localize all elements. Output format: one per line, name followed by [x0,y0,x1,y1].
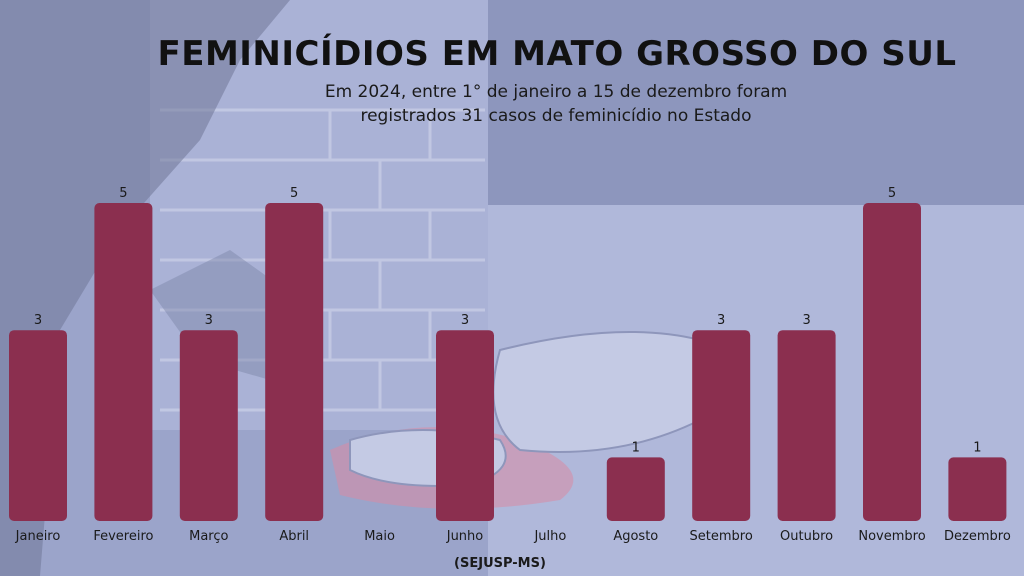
page-title: FEMINICÍDIOS EM MATO GROSSO DO SUL [157,34,957,74]
data-label-junho: 3 [461,313,469,328]
x-tick-label-dezembro: Dezembro [944,529,1011,544]
subtitle: Em 2024, entre 1° de janeiro a 15 de dez… [300,80,812,128]
data-label-novembro: 5 [888,186,896,201]
subtitle-line-1: Em 2024, entre 1° de janeiro a 15 de dez… [324,82,788,102]
source-label: (SEJUSP-MS) [454,556,546,571]
x-tick-label-maio: Maio [364,529,395,544]
data-label-janeiro: 3 [34,313,42,328]
bar-outubro [777,330,836,521]
bar-abril [265,203,324,521]
x-tick-label-janeiro: Janeiro [15,529,61,544]
bar-fevereiro [94,203,153,521]
bar-março [179,330,238,521]
data-label-abril: 5 [290,186,298,201]
x-tick-label-agosto: Agosto [613,529,658,544]
data-label-setembro: 3 [717,313,725,328]
bar-setembro [692,330,751,521]
x-tick-label-setembro: Setembro [690,529,753,544]
x-tick-label-novembro: Novembro [858,529,925,544]
x-tick-label-março: Março [189,529,228,544]
data-label-março: 3 [205,313,213,328]
x-tick-label-julho: Julho [533,529,566,544]
x-tick-label-junho: Junho [446,529,484,544]
bar-novembro [863,203,921,521]
x-tick-label-fevereiro: Fevereiro [93,529,153,544]
data-label-dezembro: 1 [973,440,981,455]
data-label-agosto: 1 [632,440,640,455]
x-tick-label-outubro: Outubro [780,529,833,544]
bar-agosto [606,457,665,521]
subtitle-line-2: registrados 31 casos de feminicídio no E… [360,106,752,126]
bar-dezembro [948,457,1007,521]
data-label-outubro: 3 [802,313,810,328]
bar-junho [436,330,494,521]
x-tick-label-abril: Abril [279,529,309,544]
bar-janeiro [9,330,67,521]
data-label-fevereiro: 5 [119,186,127,201]
